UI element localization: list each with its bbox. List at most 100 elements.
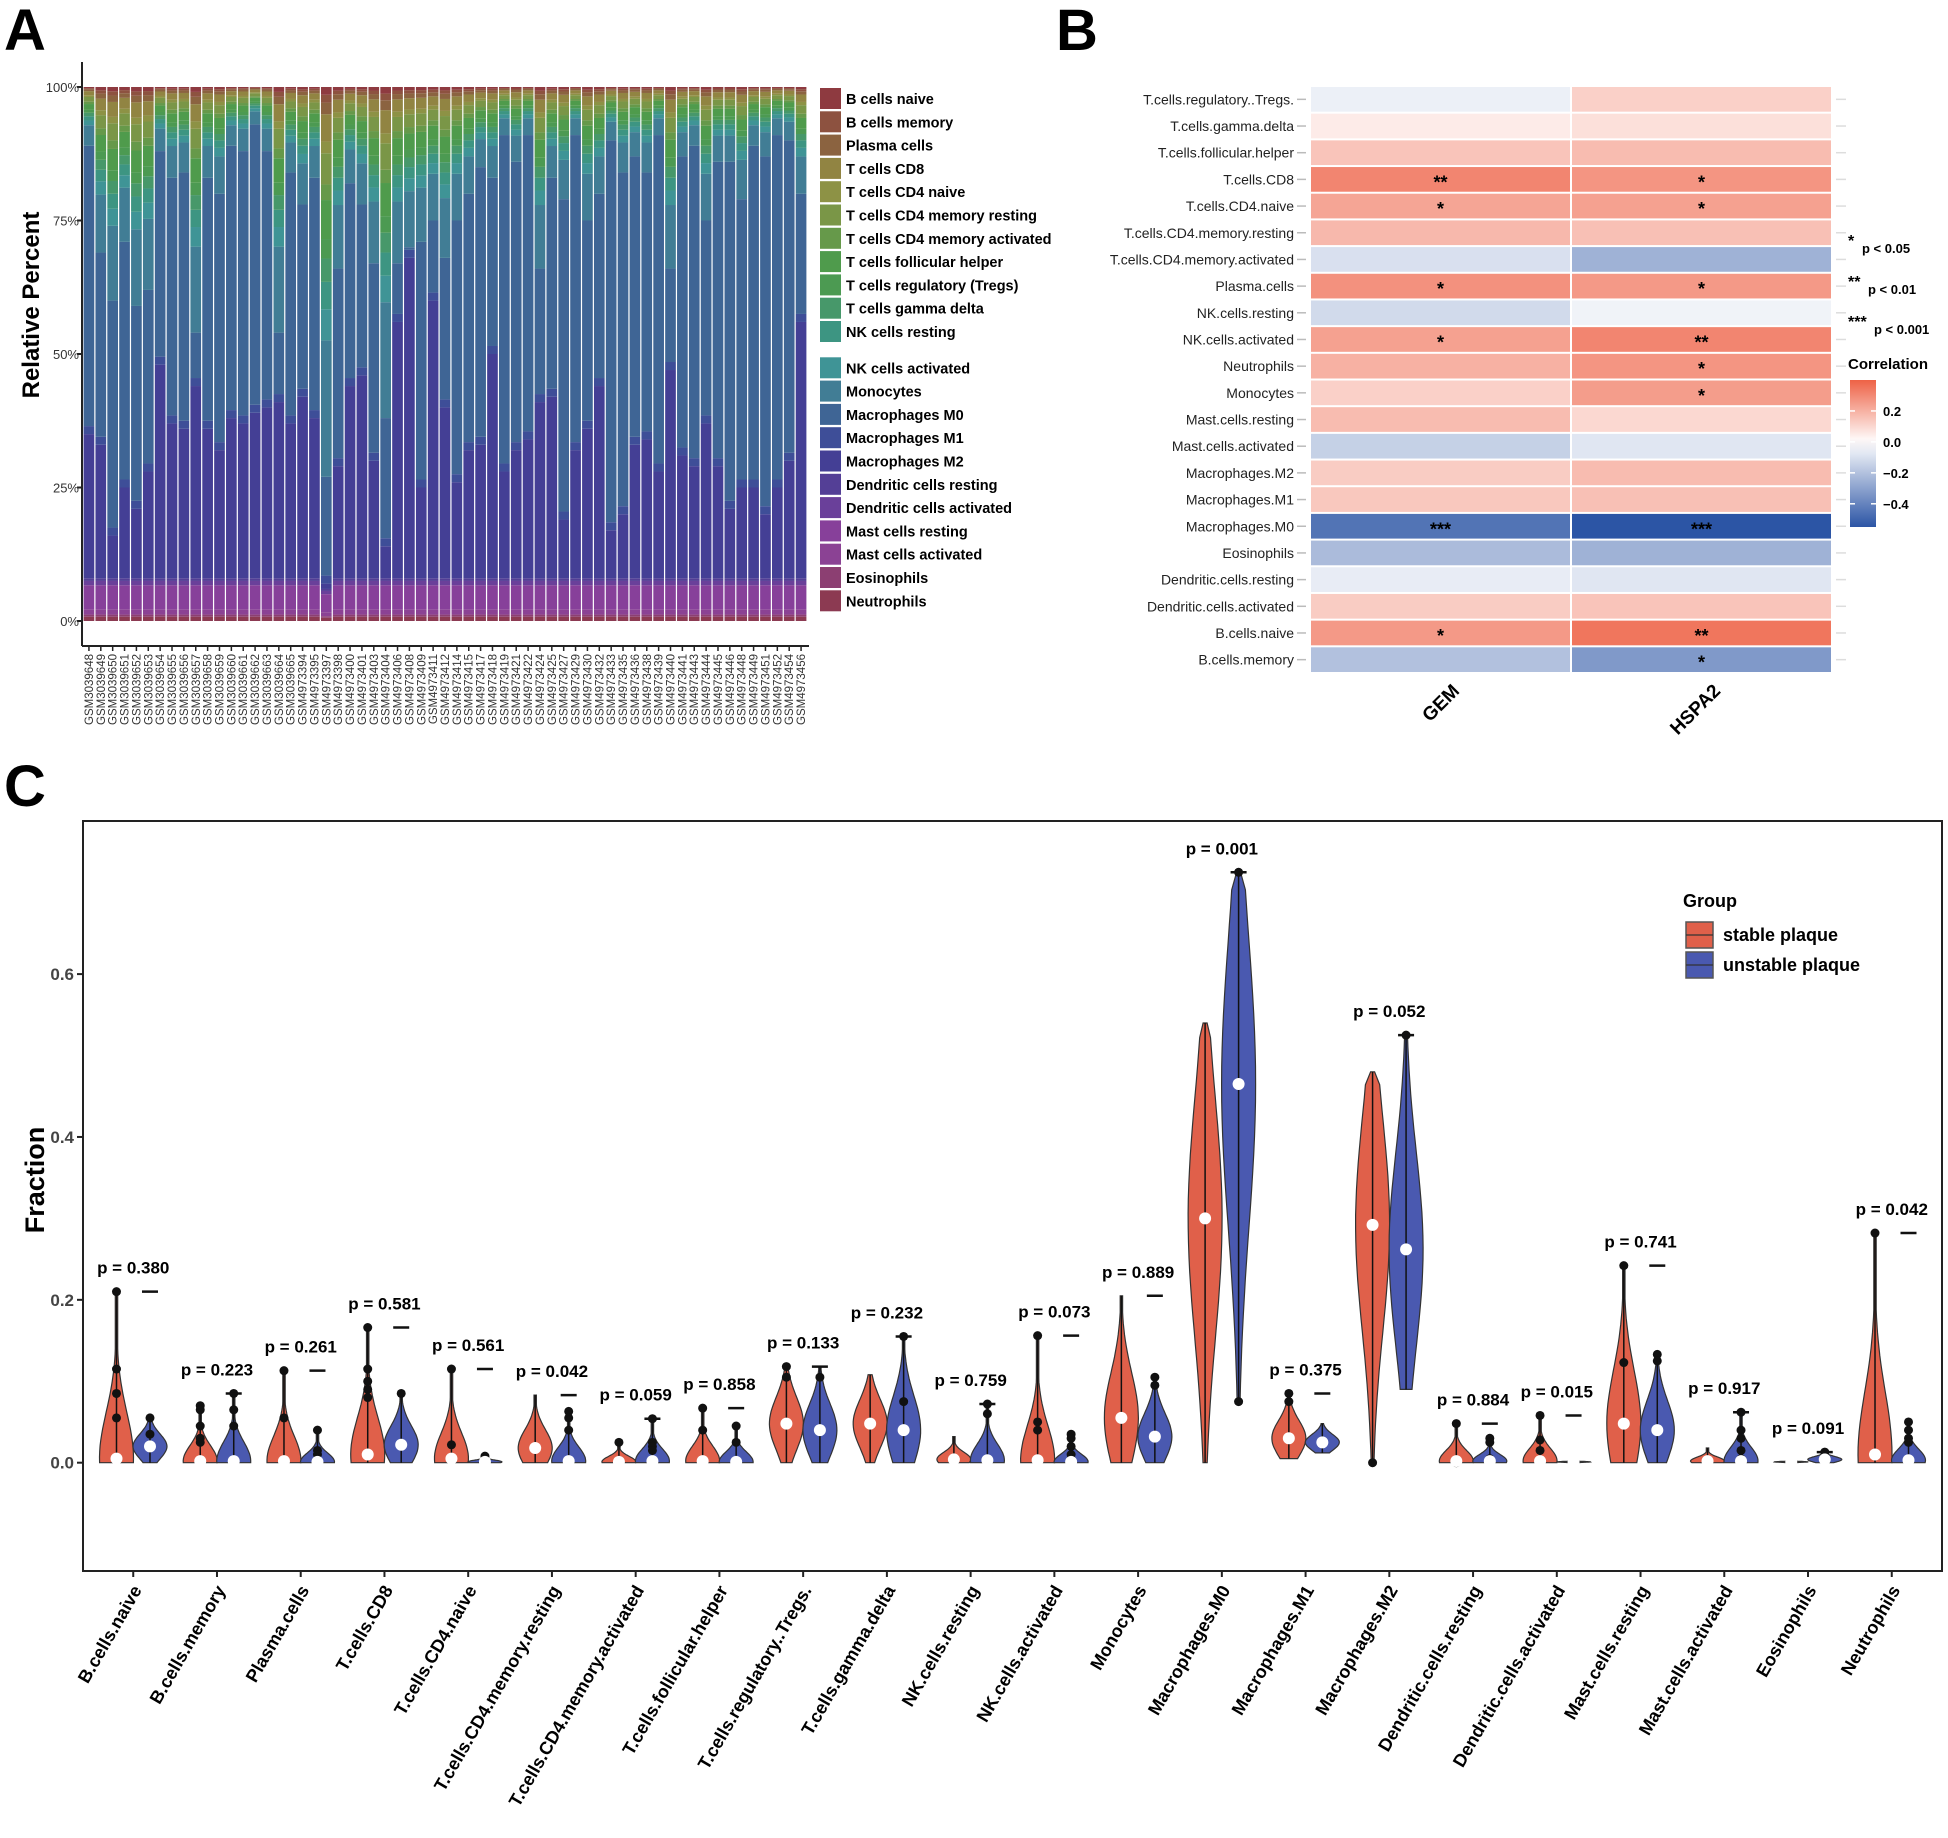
bar-segment <box>261 616 273 621</box>
bar-segment <box>380 169 391 184</box>
bar-segment <box>665 609 676 615</box>
legend-label: B cells naive <box>846 92 934 108</box>
bar-segment <box>795 614 807 617</box>
bar-segment <box>249 412 261 579</box>
violin-unstable <box>969 1399 1006 1467</box>
violin-stable <box>1438 1419 1474 1468</box>
median-point <box>1199 1212 1212 1225</box>
significance-stars: * <box>1698 172 1705 192</box>
legend-label: B cells memory <box>846 115 953 131</box>
heatmap-cell <box>1572 540 1831 566</box>
bar-segment <box>677 96 688 99</box>
bar-segment <box>653 90 664 94</box>
violin-stable <box>266 1366 302 1468</box>
bar-segment <box>285 614 297 617</box>
bar-segment <box>463 140 475 148</box>
bar-segment <box>463 156 475 194</box>
bar-segment <box>273 148 285 159</box>
bar-segment <box>154 364 166 579</box>
bar-segment <box>309 580 320 586</box>
bar-segment <box>285 423 297 579</box>
violin-stable <box>1689 1447 1726 1468</box>
bar-segment <box>665 94 676 100</box>
bar-segment <box>677 580 688 586</box>
bar-segment <box>415 125 427 132</box>
bar-segment <box>332 87 344 91</box>
bar-segment <box>404 167 415 179</box>
bar-segment <box>795 156 807 194</box>
bar-segment <box>510 609 522 615</box>
bar-GSM4973444 <box>700 87 712 621</box>
violin-stable <box>98 1287 135 1465</box>
bar-segment <box>760 585 771 610</box>
bar-segment <box>570 135 581 443</box>
bar-segment <box>439 257 451 400</box>
group-NK.cells.resting: p = 0.759 <box>934 1371 1007 1467</box>
bar-segment <box>297 91 308 96</box>
bar-segment <box>605 117 617 122</box>
bar-segment <box>273 96 285 105</box>
legend-label: Mast cells resting <box>846 524 968 540</box>
bar-segment <box>641 92 653 99</box>
bar-segment <box>487 113 498 123</box>
bar-segment <box>593 580 605 586</box>
median-point <box>194 1455 207 1468</box>
bar-segment <box>332 117 344 133</box>
bar-segment <box>570 585 581 610</box>
bar-segment <box>83 91 95 96</box>
bar-segment <box>617 609 629 615</box>
bar-segment <box>119 164 130 176</box>
bar-segment <box>534 112 546 118</box>
bar-segment <box>617 101 629 109</box>
outlier-point <box>1535 1410 1545 1420</box>
x-tick-label: GSM3039659 <box>214 654 226 725</box>
heatmap-cell <box>1311 140 1570 166</box>
bar-segment <box>582 220 593 421</box>
bar-segment <box>392 580 403 586</box>
p-value-label: p = 0.561 <box>432 1336 504 1355</box>
bar-segment <box>380 133 391 144</box>
bar-segment <box>226 578 237 581</box>
bar-segment <box>629 121 641 127</box>
group-Neutrophils: p = 0.042 <box>1856 1200 1928 1467</box>
bar-segment <box>202 93 213 100</box>
bar-segment <box>558 614 570 617</box>
bar-segment <box>795 105 807 114</box>
x-tick-label: GSM3039658 <box>203 654 215 725</box>
bar-segment <box>83 614 95 617</box>
bar-segment <box>665 585 676 610</box>
bar-segment <box>522 90 534 94</box>
bar-segment <box>677 121 688 127</box>
bar-segment <box>154 119 166 124</box>
bar-segment <box>487 345 498 354</box>
bar-segment <box>463 442 475 451</box>
outlier-point <box>195 1437 205 1447</box>
bar-segment <box>783 88 795 90</box>
bar-segment <box>736 580 748 586</box>
bar-segment <box>700 585 712 610</box>
bar-segment <box>190 332 202 379</box>
bar-segment <box>522 585 534 610</box>
bar-segment <box>546 614 558 617</box>
bar-segment <box>605 100 617 103</box>
bar-segment <box>617 92 629 99</box>
heatmap-cell <box>1311 247 1570 272</box>
bar-segment <box>510 89 522 93</box>
bar-segment <box>309 614 320 617</box>
x-tick-label: GSM3039653 <box>143 654 155 725</box>
bar-segment <box>499 111 510 115</box>
bar-segment <box>534 166 546 178</box>
bar-segment <box>131 87 142 92</box>
bar-segment <box>95 444 107 579</box>
outlier-point <box>396 1388 406 1398</box>
bar-segment <box>760 614 771 617</box>
bar-segment <box>487 614 498 617</box>
bar-segment <box>237 609 249 615</box>
bar-segment <box>617 614 629 617</box>
bar-segment <box>605 110 617 114</box>
bar-GSM3039664 <box>273 87 285 621</box>
bar-segment <box>534 578 546 581</box>
bar-segment <box>166 415 178 424</box>
bar-segment <box>510 161 522 443</box>
bar-GSM3039661 <box>237 87 249 621</box>
